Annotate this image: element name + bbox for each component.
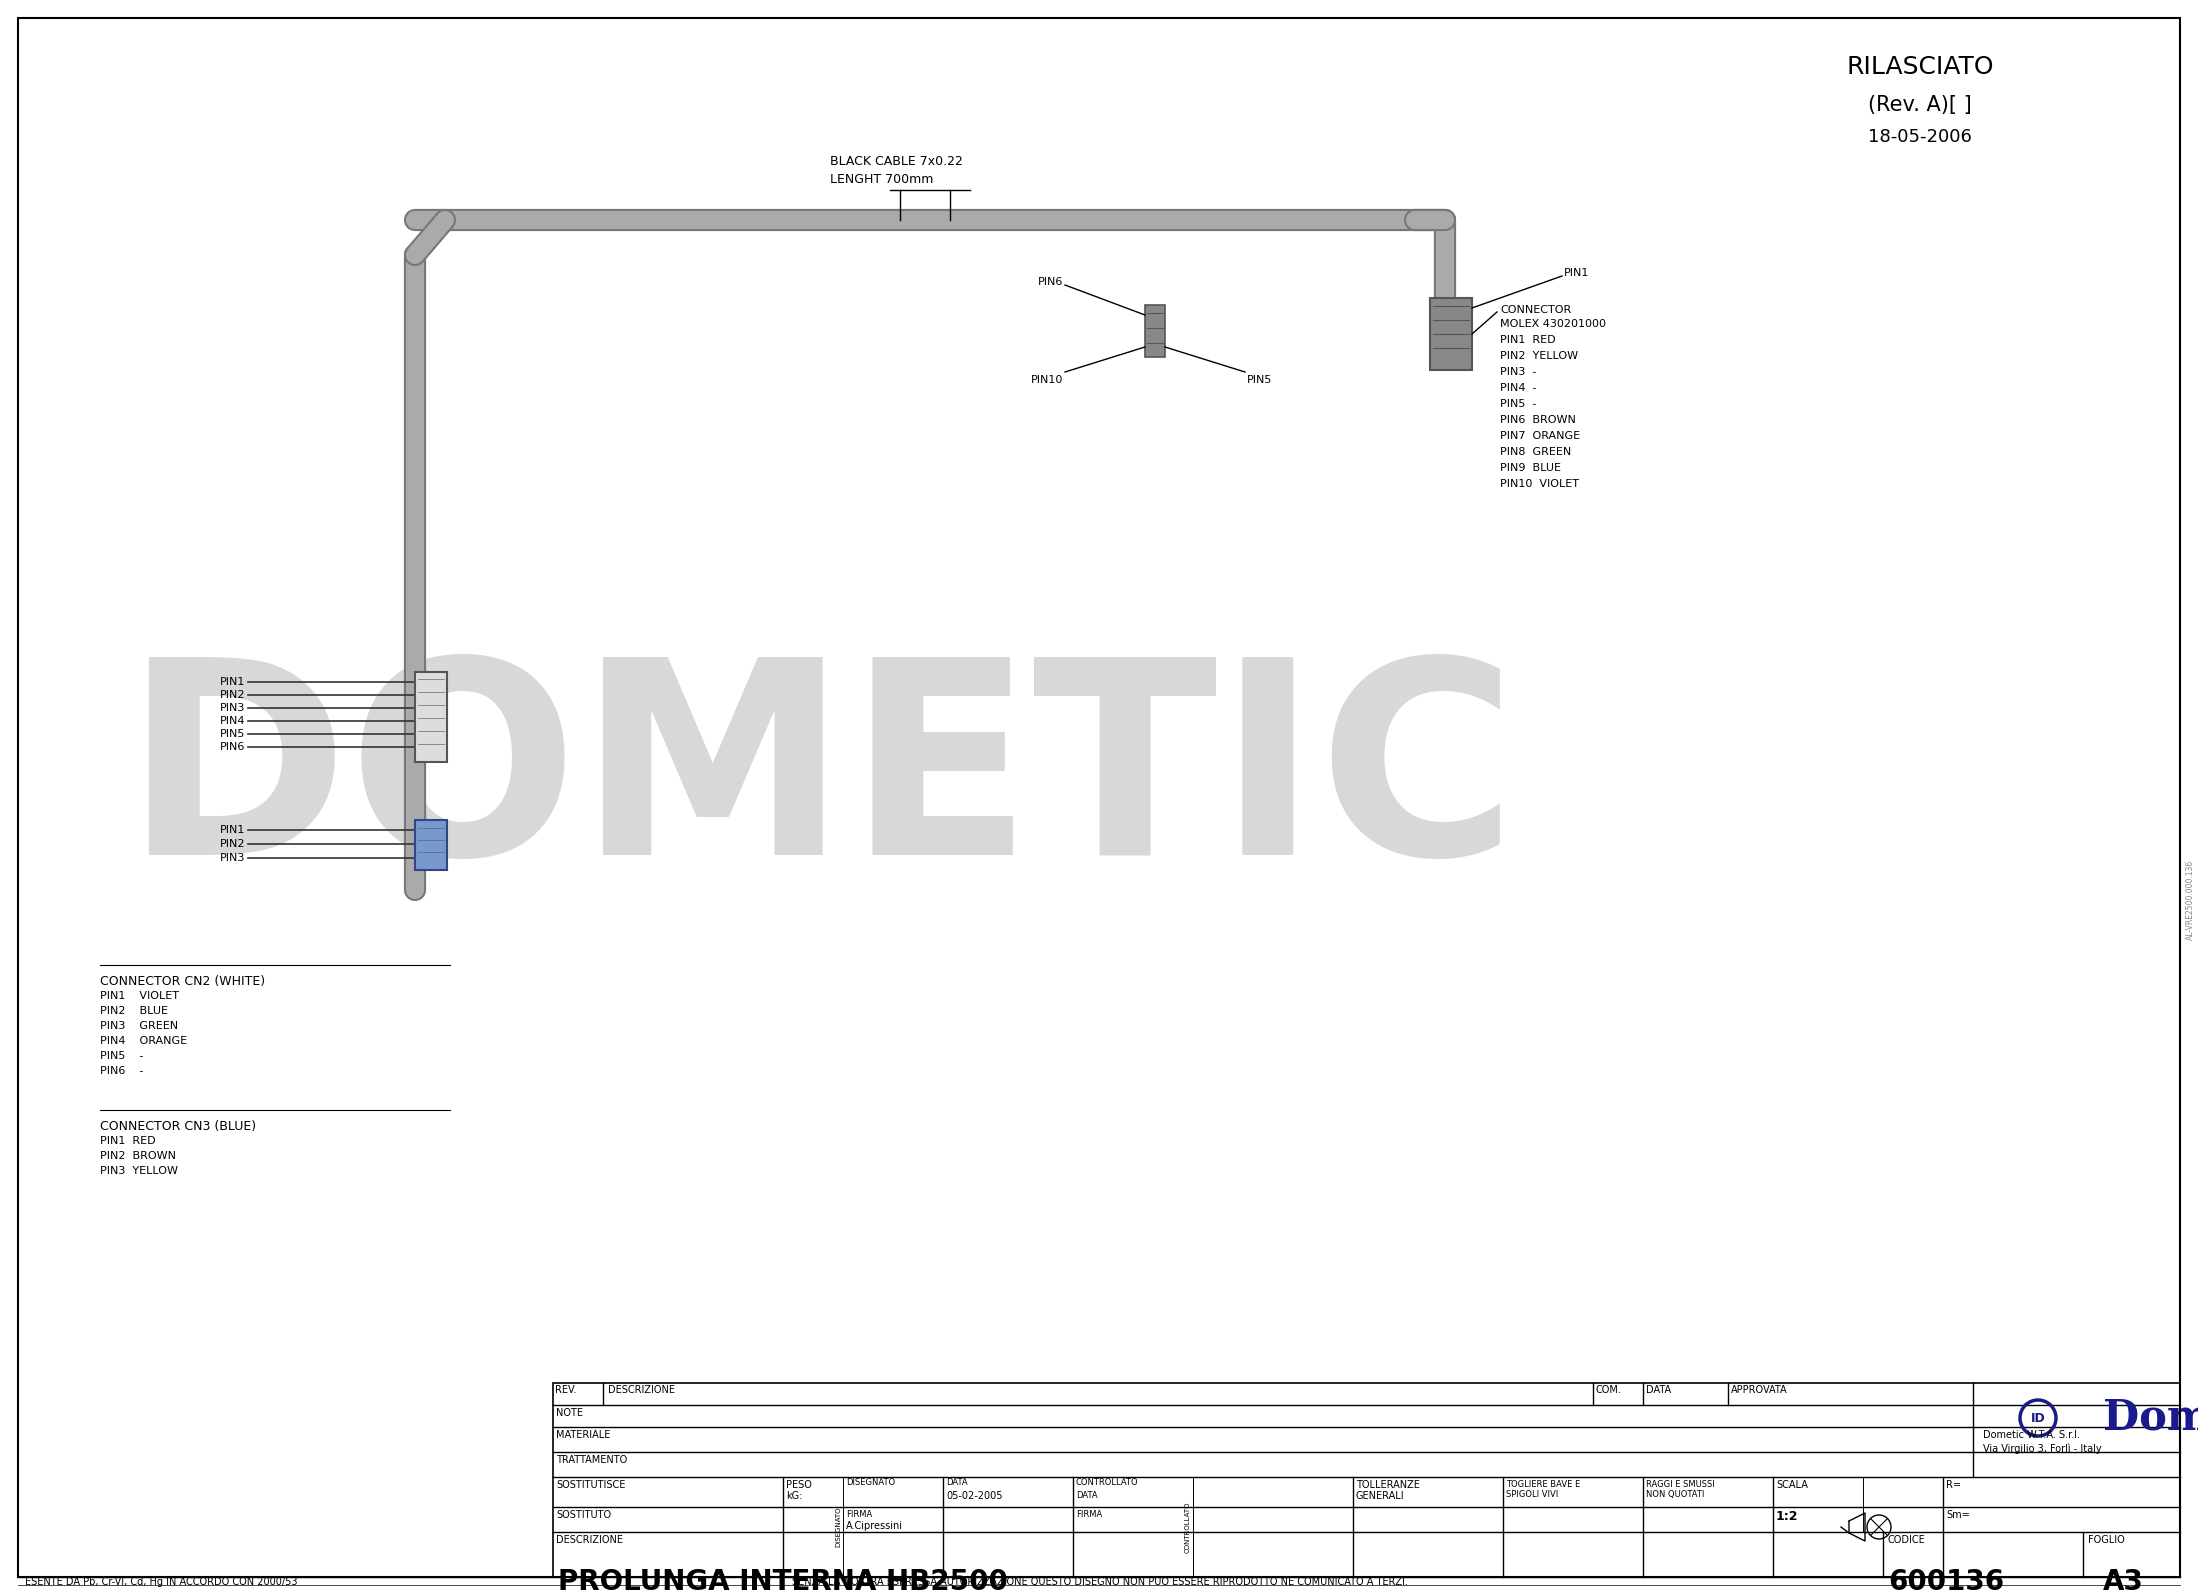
Text: PIN2: PIN2 bbox=[220, 839, 244, 849]
Text: SCALA: SCALA bbox=[1776, 1480, 1809, 1490]
Text: PIN6  BROWN: PIN6 BROWN bbox=[1499, 415, 1576, 424]
Text: PIN4  -: PIN4 - bbox=[1499, 383, 1536, 392]
Text: PIN2    BLUE: PIN2 BLUE bbox=[99, 1006, 167, 1016]
Text: TOLLERANZE: TOLLERANZE bbox=[1356, 1480, 1420, 1490]
Text: PIN6: PIN6 bbox=[1037, 278, 1064, 287]
Text: (Rev. A)[ ]: (Rev. A)[ ] bbox=[1868, 96, 1972, 115]
Text: NON QUOTATI: NON QUOTATI bbox=[1646, 1490, 1703, 1499]
Text: PIN6    -: PIN6 - bbox=[99, 1065, 143, 1077]
Text: CONNECTOR CN3 (BLUE): CONNECTOR CN3 (BLUE) bbox=[99, 1120, 257, 1132]
Text: ID: ID bbox=[2031, 1412, 2046, 1424]
Text: kG:: kG: bbox=[787, 1491, 802, 1501]
Text: FIRMA: FIRMA bbox=[846, 1510, 873, 1518]
Text: GENERALI: GENERALI bbox=[1356, 1491, 1405, 1501]
Text: Dometic: Dometic bbox=[2103, 1397, 2198, 1439]
Text: COM.: COM. bbox=[1596, 1384, 1622, 1396]
Text: PIN3  -: PIN3 - bbox=[1499, 367, 1536, 376]
Text: PIN1    VIOLET: PIN1 VIOLET bbox=[99, 990, 178, 1002]
Text: AL-VRE2500.000.136: AL-VRE2500.000.136 bbox=[2185, 860, 2194, 939]
Text: MOLEX 430201000: MOLEX 430201000 bbox=[1499, 319, 1607, 329]
Text: APPROVATA: APPROVATA bbox=[1732, 1384, 1787, 1396]
Text: PIN5    -: PIN5 - bbox=[99, 1051, 143, 1061]
Text: PIN4    ORANGE: PIN4 ORANGE bbox=[99, 1037, 187, 1046]
Text: SPIGOLI VIVI: SPIGOLI VIVI bbox=[1506, 1490, 1558, 1499]
Text: PIN7  ORANGE: PIN7 ORANGE bbox=[1499, 431, 1580, 440]
Text: PIN4: PIN4 bbox=[220, 716, 244, 726]
Text: TOGLIERE BAVE E: TOGLIERE BAVE E bbox=[1506, 1480, 1580, 1490]
Text: CONTROLLATO: CONTROLLATO bbox=[1185, 1501, 1191, 1554]
Text: DOMETIC: DOMETIC bbox=[123, 649, 1517, 911]
Text: 05-02-2005: 05-02-2005 bbox=[945, 1491, 1002, 1501]
Text: PROLUNGA INTERNA HB2500: PROLUNGA INTERNA HB2500 bbox=[558, 1568, 1009, 1595]
Text: PIN10: PIN10 bbox=[1031, 375, 1064, 384]
Text: DESCRIZIONE: DESCRIZIONE bbox=[556, 1534, 622, 1546]
Text: Sm=: Sm= bbox=[1945, 1510, 1969, 1520]
Bar bbox=[1431, 298, 1473, 370]
Text: BLACK CABLE 7x0.22: BLACK CABLE 7x0.22 bbox=[831, 155, 963, 167]
Text: SOSTITUTO: SOSTITUTO bbox=[556, 1510, 611, 1520]
Text: SOSTITUTISCE: SOSTITUTISCE bbox=[556, 1480, 626, 1490]
Text: CODICE: CODICE bbox=[1888, 1534, 1925, 1546]
Text: PIN1: PIN1 bbox=[1565, 268, 1589, 278]
Text: DATA: DATA bbox=[945, 1479, 967, 1487]
Text: CONNECTOR CN2 (WHITE): CONNECTOR CN2 (WHITE) bbox=[99, 975, 266, 987]
Text: PIN10  VIOLET: PIN10 VIOLET bbox=[1499, 478, 1578, 490]
Text: DISEGNATO: DISEGNATO bbox=[835, 1507, 842, 1547]
Text: PIN2: PIN2 bbox=[220, 691, 244, 700]
Text: 18-05-2006: 18-05-2006 bbox=[1868, 128, 1972, 147]
Text: FIRMA: FIRMA bbox=[1077, 1510, 1101, 1518]
Text: FOGLIO: FOGLIO bbox=[2088, 1534, 2125, 1546]
Text: PIN5  -: PIN5 - bbox=[1499, 399, 1536, 408]
Text: PIN1  RED: PIN1 RED bbox=[1499, 335, 1556, 345]
Text: PIN2  BROWN: PIN2 BROWN bbox=[99, 1152, 176, 1161]
Text: TRATTAMENTO: TRATTAMENTO bbox=[556, 1455, 626, 1464]
Text: MATERIALE: MATERIALE bbox=[556, 1431, 611, 1440]
Text: Dometic W.T.A. S.r.l.: Dometic W.T.A. S.r.l. bbox=[1983, 1431, 2079, 1440]
Text: RAGGI E SMUSSI: RAGGI E SMUSSI bbox=[1646, 1480, 1714, 1490]
Text: PIN5: PIN5 bbox=[220, 729, 244, 738]
Bar bbox=[415, 820, 446, 869]
Text: 600136: 600136 bbox=[1888, 1568, 2005, 1595]
Text: PIN6: PIN6 bbox=[220, 742, 244, 751]
Text: REV.: REV. bbox=[556, 1384, 576, 1396]
Text: RILASCIATO: RILASCIATO bbox=[1846, 54, 1994, 80]
Text: PIN5: PIN5 bbox=[1246, 375, 1273, 384]
Text: DATA: DATA bbox=[1077, 1491, 1097, 1499]
Text: PIN3    GREEN: PIN3 GREEN bbox=[99, 1021, 178, 1030]
Text: PESO: PESO bbox=[787, 1480, 811, 1490]
Text: LENGHT 700mm: LENGHT 700mm bbox=[831, 172, 934, 187]
Text: PIN8  GREEN: PIN8 GREEN bbox=[1499, 447, 1572, 458]
Text: CONTROLLATO: CONTROLLATO bbox=[1077, 1479, 1139, 1487]
Text: A3: A3 bbox=[2103, 1568, 2143, 1595]
Text: PIN1: PIN1 bbox=[220, 825, 244, 836]
Text: PIN2  YELLOW: PIN2 YELLOW bbox=[1499, 351, 1578, 360]
Text: PIN9  BLUE: PIN9 BLUE bbox=[1499, 463, 1561, 474]
Bar bbox=[1145, 305, 1165, 357]
Text: DATA: DATA bbox=[1646, 1384, 1670, 1396]
Text: PIN3: PIN3 bbox=[220, 853, 244, 863]
Text: R=: R= bbox=[1945, 1480, 1961, 1490]
Text: PIN1  RED: PIN1 RED bbox=[99, 1136, 156, 1145]
Bar bbox=[554, 1383, 2180, 1577]
Text: PIN3: PIN3 bbox=[220, 703, 244, 713]
Text: NOTE: NOTE bbox=[556, 1408, 582, 1418]
Text: 1:2: 1:2 bbox=[1776, 1510, 1798, 1523]
Text: PIN1: PIN1 bbox=[220, 676, 244, 687]
Text: A.Cipressini: A.Cipressini bbox=[846, 1522, 903, 1531]
Text: ESENTE DA Pb, Cr-VI, Cd, Hg IN ACCORDO CON 2000/53: ESENTE DA Pb, Cr-VI, Cd, Hg IN ACCORDO C… bbox=[24, 1577, 297, 1587]
Text: SENZA LA NOSTRA ESPRESSA AUTORIZZAZIONE QUESTO DISEGNO NON PUO ESSERE RIPRODOTTO: SENZA LA NOSTRA ESPRESSA AUTORIZZAZIONE … bbox=[791, 1577, 1409, 1587]
Text: DESCRIZIONE: DESCRIZIONE bbox=[609, 1384, 675, 1396]
Bar bbox=[415, 671, 446, 762]
Text: DISEGNATO: DISEGNATO bbox=[846, 1479, 895, 1487]
Text: PIN3  YELLOW: PIN3 YELLOW bbox=[99, 1166, 178, 1176]
Text: CONNECTOR: CONNECTOR bbox=[1499, 305, 1572, 314]
Text: Via Virgilio 3, Forlì - Italy: Via Virgilio 3, Forlì - Italy bbox=[1983, 1443, 2101, 1453]
